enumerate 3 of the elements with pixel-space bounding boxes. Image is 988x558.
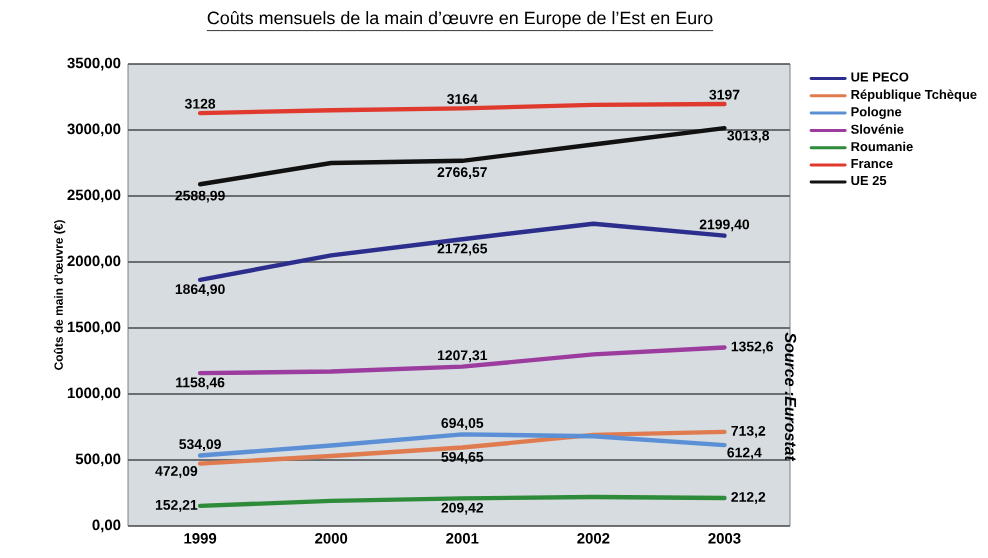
line-series: [197, 125, 727, 187]
chart-title: Coûts mensuels de la main d’œuvre en Europe de l’Est en Euro: [207, 11, 713, 28]
line-series: [197, 345, 727, 376]
